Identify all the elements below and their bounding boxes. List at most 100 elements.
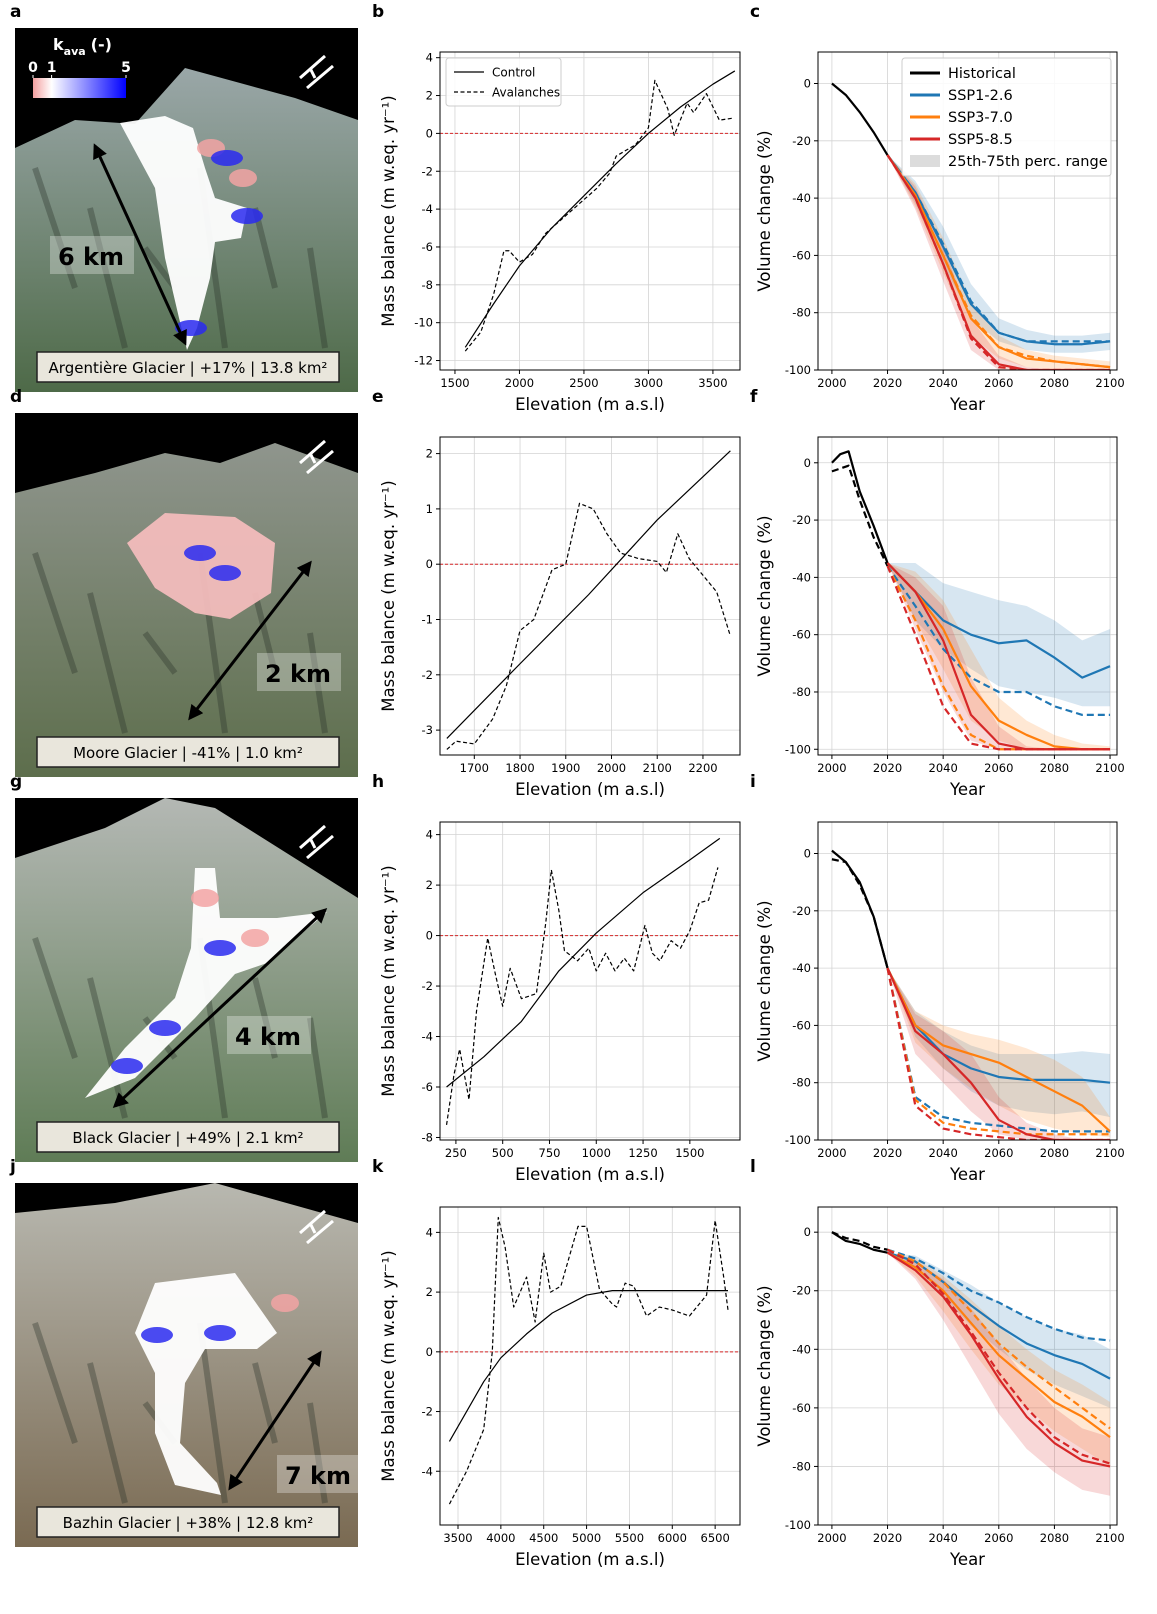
x-tick-label: 6500 <box>701 1531 730 1545</box>
y-axis-label: Mass balance (m w.eq. yr⁻¹) <box>379 1250 398 1481</box>
terrain-ridge <box>87 592 128 734</box>
colorbar-subscript: ava <box>64 45 86 58</box>
series-line <box>886 565 1111 716</box>
axes-frame <box>817 1206 1118 1526</box>
glacier-shading <box>141 1327 173 1343</box>
y-tick-label: 2 <box>426 89 433 103</box>
y-tick-label: -20 <box>792 134 811 148</box>
legend-swatch <box>910 155 940 167</box>
x-axis-label: Year <box>949 395 985 414</box>
y-tick-label: 0 <box>426 929 433 943</box>
percentile-band <box>887 968 1111 1138</box>
legend-box <box>445 57 562 107</box>
legend-label: SSP5-8.5 <box>948 132 1013 148</box>
plot-area <box>818 437 1117 755</box>
x-tick-label: 1700 <box>460 761 489 775</box>
series-line <box>831 82 889 156</box>
y-tick-label: 0 <box>426 126 433 140</box>
x-tick-label: 2200 <box>688 761 717 775</box>
x-tick-label: 2100 <box>1095 1146 1124 1160</box>
percentile-band <box>887 563 1111 707</box>
plot-layer <box>440 837 740 1125</box>
legend-label: SSP1-2.6 <box>948 88 1013 104</box>
x-tick-label: 1500 <box>440 376 469 390</box>
caption-box <box>36 1506 340 1538</box>
legend-label: Historical <box>948 66 1016 82</box>
y-axis-label: Volume change (%) <box>755 900 774 1061</box>
x-tick-label: 2100 <box>1095 761 1124 775</box>
y-tick-label: 2 <box>426 447 433 461</box>
colorbar-symbol: k <box>53 35 64 54</box>
terrain-ridge <box>87 1362 128 1504</box>
y-tick-label: 4 <box>426 51 433 65</box>
panel-letter: f <box>750 387 758 407</box>
colorbar-tick-label: 0 <box>28 60 38 76</box>
series-line <box>887 1248 1111 1342</box>
plot-area <box>440 822 740 1140</box>
legend-label: SSP3-7.0 <box>948 110 1013 126</box>
caption: Black Glacier | +49% | 2.1 km² <box>72 1129 303 1147</box>
x-axis-label: Elevation (m a.s.l) <box>515 1550 665 1569</box>
axes-frame <box>439 821 741 1141</box>
x-tick-label: 2020 <box>873 1146 902 1160</box>
terrain-ridge <box>32 167 78 289</box>
caption: Argentière Glacier | +17% | 13.8 km² <box>49 359 328 377</box>
glacier-shading <box>231 208 263 224</box>
x-tick-label: 4500 <box>529 1531 558 1545</box>
series-line <box>886 565 1111 751</box>
series-line <box>446 450 731 739</box>
series-line <box>831 464 889 567</box>
x-tick-label: 2020 <box>873 1531 902 1545</box>
x-tick-label: 4000 <box>486 1531 515 1545</box>
scale-label: 2 km <box>265 660 331 688</box>
x-tick-label: 6000 <box>658 1531 687 1545</box>
x-tick-label: 5500 <box>615 1531 644 1545</box>
y-tick-label: -80 <box>792 1459 811 1473</box>
series-line <box>464 79 733 352</box>
glacier-shading <box>209 565 241 581</box>
y-tick-label: -80 <box>792 1076 811 1090</box>
y-tick-label: -2 <box>422 164 433 178</box>
terrain-ridge <box>307 632 328 734</box>
x-tick-label: 2500 <box>569 376 598 390</box>
series-line <box>464 70 736 348</box>
panel-letter: c <box>750 2 760 22</box>
y-tick-label: 4 <box>426 828 433 842</box>
y-tick-label: -40 <box>792 961 811 975</box>
y-tick-label: 0 <box>804 1225 811 1239</box>
scale-label-box <box>50 236 134 274</box>
axes-frame <box>439 51 741 371</box>
glacier-shading <box>204 940 236 956</box>
series-line <box>445 867 719 1125</box>
x-tick-label: 2000 <box>817 761 846 775</box>
plot-area <box>818 822 1117 1140</box>
panel-letter: b <box>372 2 384 22</box>
legend-label: Control <box>492 65 535 79</box>
plot-layer <box>831 82 1111 370</box>
x-tick-label: 250 <box>445 1146 467 1160</box>
caption: Moore Glacier | -41% | 1.0 km² <box>73 744 303 762</box>
series-line <box>886 967 1111 1133</box>
north-arrow <box>308 837 317 849</box>
north-arrow <box>308 1222 317 1234</box>
glacier-shading <box>204 1325 236 1341</box>
panel-letter: d <box>10 387 22 407</box>
x-axis-label: Elevation (m a.s.l) <box>515 395 665 414</box>
legend-label: Avalanches <box>492 85 560 99</box>
terrain-ridge <box>307 247 328 349</box>
colorbar <box>33 78 126 98</box>
north-arrow <box>299 1209 326 1235</box>
north-arrow <box>308 67 317 79</box>
y-tick-label: 0 <box>804 847 811 861</box>
percentile-band <box>887 1252 1111 1467</box>
plot-layer <box>440 450 740 750</box>
axes-frame <box>817 436 1118 756</box>
x-tick-label: 500 <box>492 1146 514 1160</box>
terrain-ridge <box>197 1322 228 1504</box>
y-tick-label: 0 <box>804 456 811 470</box>
x-axis-label: Year <box>949 780 985 799</box>
x-tick-label: 2040 <box>929 1146 958 1160</box>
scale-label-box <box>277 1455 358 1493</box>
scale-label: 7 km <box>285 1462 351 1490</box>
x-axis-label: Elevation (m a.s.l) <box>515 1165 665 1184</box>
